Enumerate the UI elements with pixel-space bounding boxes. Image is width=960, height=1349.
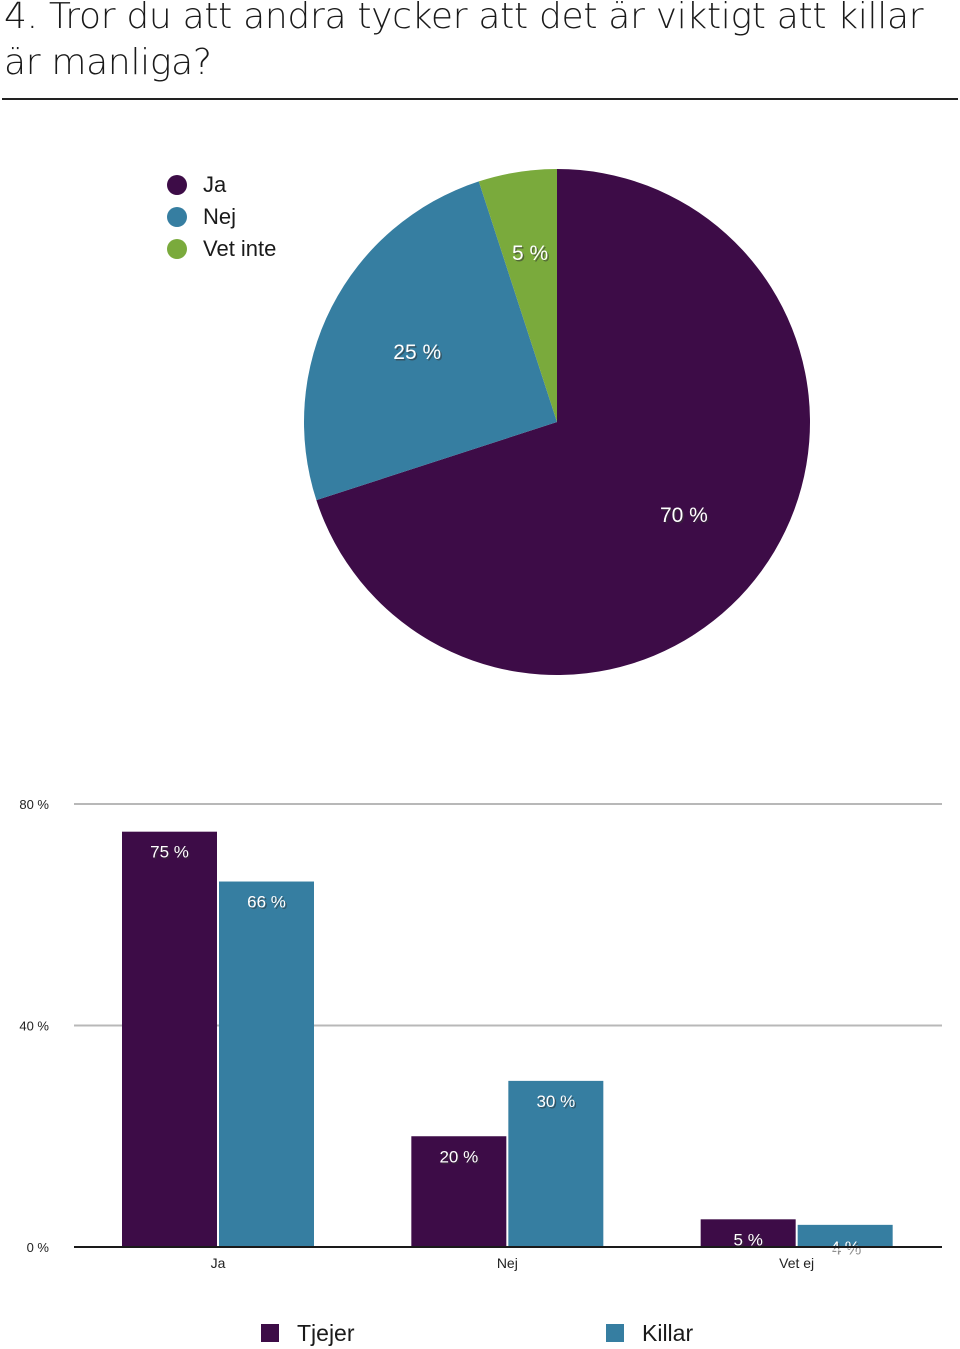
bar-tjejer-nej	[411, 1136, 507, 1247]
bar-killar-ja	[219, 881, 314, 1247]
legend-marker-ja	[167, 175, 187, 195]
bar-killar-vet-ej	[797, 1224, 893, 1247]
y-tick-label-80: 80 %	[19, 797, 49, 812]
legend-label-killar: Killar	[642, 1320, 693, 1346]
pie-label-nej-shadow: 25 %	[395, 342, 443, 365]
bar-label-tjejer-nej: 20 %	[439, 1147, 478, 1166]
pie-label-nej: 25 %	[393, 341, 441, 364]
pie-slice-ja	[316, 169, 810, 675]
title-divider	[2, 98, 958, 100]
x-tick-label-vet-ej: Vet ej	[779, 1255, 814, 1271]
x-tick-label-nej: Nej	[497, 1255, 518, 1271]
pie-label-ja: 70 %	[660, 504, 708, 527]
legend-label-ja: Ja	[203, 172, 227, 197]
bar-label-killar-ja-shadow: 66 %	[249, 894, 288, 913]
question-title: 4. Tror du att andra tycker att det är v…	[4, 0, 924, 83]
legend-swatch-tjejer	[261, 1324, 279, 1342]
bar-label-killar-nej-shadow: 30 %	[538, 1093, 577, 1112]
bar-label-killar-nej: 30 %	[536, 1092, 575, 1111]
x-tick-label-ja: Ja	[211, 1255, 226, 1271]
y-tick-label-0: 0 %	[27, 1240, 50, 1255]
pie-label-vet-inte: 5 %	[512, 242, 548, 265]
bar-label-tjejer-vet-ej: 5 %	[734, 1230, 763, 1249]
pie-label-vet-inte-shadow: 5 %	[513, 244, 549, 267]
bar-label-killar-vet-ej-shadow: 4 %	[832, 1239, 861, 1258]
legend-swatch-killar	[606, 1324, 624, 1342]
bar-tjejer-vet-ej	[700, 1219, 796, 1247]
pie-slice-nej	[303, 181, 557, 501]
bar-legend: Tjejer Killar	[261, 1320, 693, 1346]
bar-killar-nej	[508, 1080, 604, 1247]
pie-legend: Ja Nej Vet inte	[167, 172, 276, 261]
legend-label-nej: Nej	[203, 204, 236, 229]
legend-marker-nej	[167, 207, 187, 227]
legend-label-vet-inte: Vet inte	[203, 236, 276, 261]
pie-chart: 70 %70 %25 %25 %5 %5 %	[303, 169, 810, 675]
bar-label-killar-ja: 66 %	[247, 893, 286, 912]
bar-label-tjejer-ja: 75 %	[150, 843, 189, 862]
y-tick-label-40: 40 %	[19, 1019, 49, 1034]
bar-label-tjejer-ja-shadow: 75 %	[152, 844, 191, 863]
legend-label-tjejer: Tjejer	[297, 1320, 355, 1346]
bar-tjejer-ja	[122, 831, 217, 1247]
bar-label-tjejer-nej-shadow: 20 %	[441, 1149, 480, 1168]
pie-slice-vet-inte	[478, 169, 557, 422]
pie-label-ja-shadow: 70 %	[661, 506, 709, 529]
legend-marker-vet-inte	[167, 239, 187, 259]
